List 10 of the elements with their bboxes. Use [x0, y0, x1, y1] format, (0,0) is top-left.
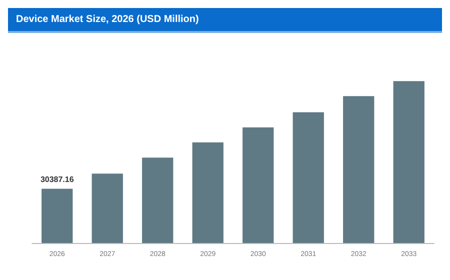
bar: [242, 127, 274, 243]
bar: [292, 112, 324, 243]
bar: [192, 142, 224, 243]
data-label: 30387.16: [40, 175, 74, 184]
bar: [393, 81, 424, 243]
bar: [92, 174, 123, 243]
bar: [42, 188, 73, 243]
bar: [142, 158, 174, 243]
bar: [343, 96, 374, 243]
chart-title: Device Market Size, 2026 (USD Million): [8, 8, 442, 33]
